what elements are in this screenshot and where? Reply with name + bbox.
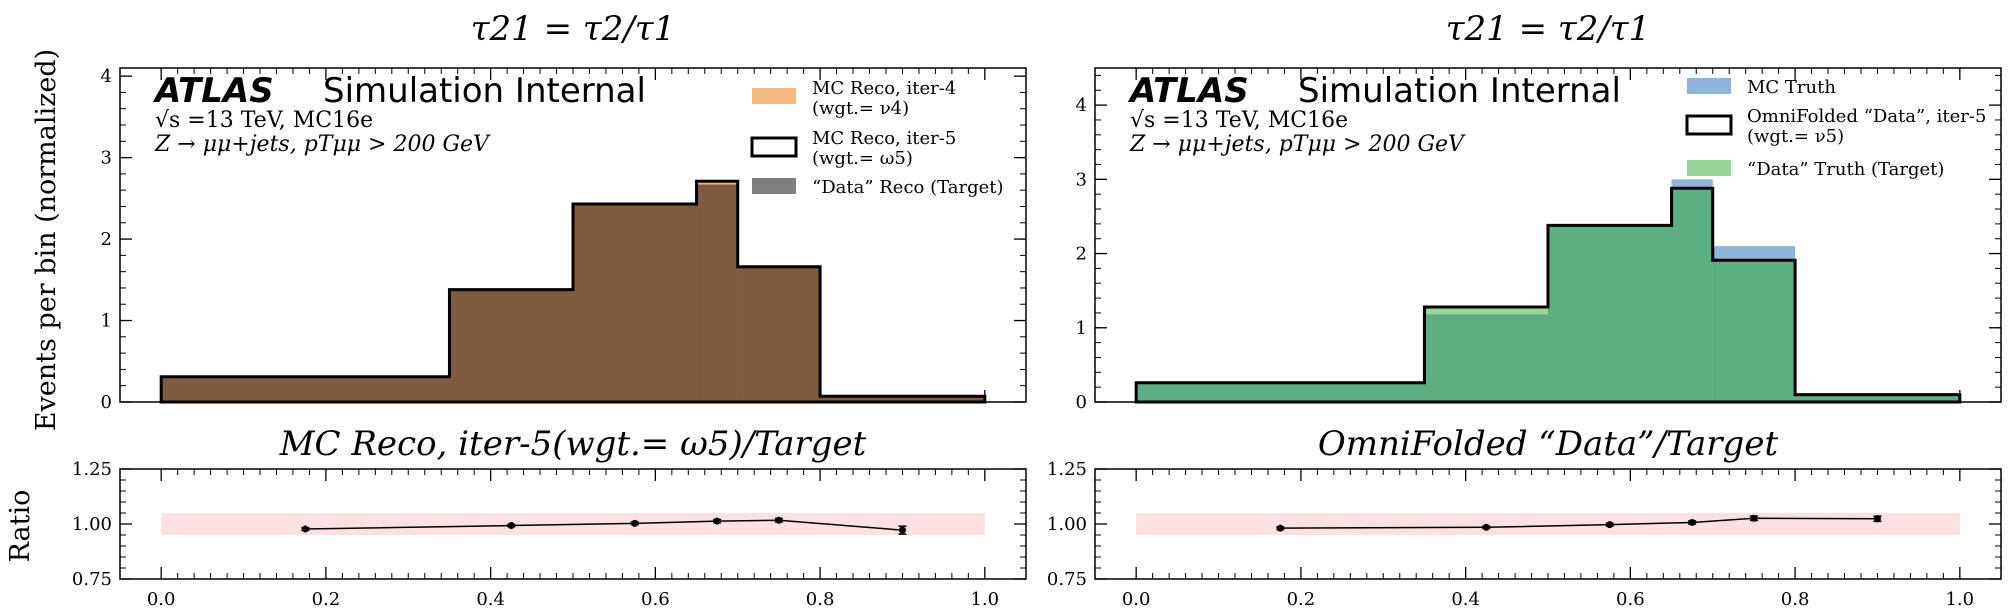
series-step-line [159, 179, 987, 404]
ratio-point [1482, 523, 1490, 531]
xtick-label: 1.0 [1945, 589, 1974, 610]
ylabel-main: Events per bin (normalized) [31, 49, 62, 431]
atlas-logo: ATLAS [1127, 71, 1249, 111]
xtick-label: 0.2 [312, 589, 341, 610]
ratio-point [1873, 515, 1881, 523]
ytick-label: 2 [1076, 244, 1087, 265]
axes-frame [1094, 67, 2002, 403]
bar-overlap [696, 184, 738, 402]
atlas-logo: ATLAS [152, 71, 274, 111]
bar-overlap [573, 204, 697, 402]
ratio-point [631, 519, 639, 527]
bar-overlap [1424, 314, 1548, 402]
legend-swatch [1687, 78, 1731, 94]
axes-left-ratio: 0.75 1.00 1.25 0.0 0.2 0.4 0.6 0.8 1.0 MC Reco, i… [72, 424, 1027, 610]
xtick-label: 0.8 [806, 589, 835, 610]
ytick-label: 1.00 [1047, 514, 1087, 535]
axes-right-main: 0 1 2 3 4 τ21 = τ2/τ1 ATLAS Simulation Internal… [1076, 9, 2002, 413]
xtick-label: 0.6 [1616, 589, 1645, 610]
axes-frame [119, 67, 1027, 403]
legend-label: OmniFolded “Data”, iter-5 [1747, 106, 1986, 127]
legend-swatch [750, 136, 798, 158]
ratio-point [1688, 518, 1696, 526]
ytick-label: 0.75 [72, 569, 112, 590]
xtick-label: 1.0 [970, 589, 999, 610]
legend-swatch [1687, 160, 1731, 176]
atlas-line2: Z → μμ+jets, pTμμ > 200 GeV [154, 132, 491, 157]
axes-frame [119, 468, 1027, 580]
ratio-point [507, 522, 515, 530]
panel-title: τ21 = τ2/τ1 [1446, 9, 1651, 49]
ytick-label: 1 [101, 311, 112, 332]
legend-sublabel: (wgt.= ν5) [1747, 126, 1844, 147]
ratio-point [1750, 514, 1758, 522]
atlas-line1: √s =13 TeV, MC16e [155, 108, 373, 133]
xtick-label: 0.4 [1451, 589, 1480, 610]
xtick-label: 0.8 [1781, 589, 1810, 610]
legend-sublabel: (wgt.= ν4) [812, 98, 909, 119]
ytick-label: 0 [1076, 392, 1087, 413]
panel-title: OmniFolded “Data”/Target [1318, 424, 1779, 464]
axes-right-ratio: 0.75 1.00 1.25 0.0 0.2 0.4 0.6 0.8 1.0 OmniFolded… [1047, 424, 2002, 610]
xtick-label: 0.2 [1287, 589, 1316, 610]
xtick-label: 0.0 [1122, 589, 1151, 610]
panel-title: τ21 = τ2/τ1 [471, 9, 676, 49]
bar-overlap [1136, 382, 1425, 402]
ytick-label: 3 [1076, 169, 1087, 190]
ytick-label: 0 [101, 392, 112, 413]
legend-swatch [752, 178, 796, 194]
bar-overlap [1548, 226, 1672, 402]
ytick-label: 1 [1076, 318, 1087, 339]
ytick-label: 2 [101, 229, 112, 250]
ytick-label: 1.25 [72, 459, 112, 480]
legend-swatch [1685, 114, 1733, 136]
ytick-label: 1.25 [1047, 459, 1087, 480]
series-step-line [1134, 186, 1962, 404]
ratio-line [1280, 517, 1878, 529]
panel-title: MC Reco, iter-5(wgt.= ω5)/Target [279, 424, 867, 464]
ratio-point [1276, 524, 1284, 532]
bar-overlap [449, 289, 573, 402]
atlas-label: Simulation Internal [323, 71, 646, 111]
bar-overlap [737, 266, 821, 402]
xtick-label: 0.0 [147, 589, 176, 610]
legend-label: MC Reco, iter-5 [812, 128, 956, 149]
xtick-label: 0.4 [476, 589, 505, 610]
atlas-line1: √s =13 TeV, MC16e [1130, 108, 1348, 133]
atlas-label: Simulation Internal [1298, 71, 1621, 111]
legend-swatch [752, 88, 796, 104]
ytick-label: 4 [1076, 95, 1087, 116]
ylabel-ratio: Ratio [5, 490, 36, 563]
ytick-label: 4 [101, 66, 112, 87]
xtick-label: 0.6 [641, 589, 670, 610]
ratio-point [1606, 521, 1614, 529]
legend-label: MC Reco, iter-4 [812, 78, 956, 99]
ytick-label: 0.75 [1047, 569, 1087, 590]
legend-label: MC Truth [1747, 77, 1836, 98]
legend-sublabel: (wgt.= ω5) [812, 148, 913, 169]
bar-overlap [820, 396, 985, 402]
ratio-line [305, 519, 903, 531]
legend-label: “Data” Truth (Target) [1747, 159, 1944, 180]
ytick-label: 1.00 [72, 514, 112, 535]
ratio-point [775, 516, 783, 524]
ytick-label: 3 [101, 148, 112, 169]
ratio-band [1136, 513, 1960, 535]
axes-frame [1094, 468, 2002, 580]
ratio-point [713, 517, 721, 525]
bar-overlap [161, 376, 450, 402]
axes-left-main: 0 1 2 3 4 τ21 = τ2/τ1 ATLAS Simulation Internal… [101, 9, 1027, 413]
bar-overlap [1712, 260, 1796, 402]
atlas-line2: Z → μμ+jets, pTμμ > 200 GeV [1129, 132, 1466, 157]
ratio-point [301, 525, 309, 533]
bar-overlap [1795, 394, 1960, 402]
bar-overlap [1671, 188, 1713, 402]
legend-label: “Data” Reco (Target) [812, 177, 1004, 198]
ratio-point [898, 526, 906, 534]
